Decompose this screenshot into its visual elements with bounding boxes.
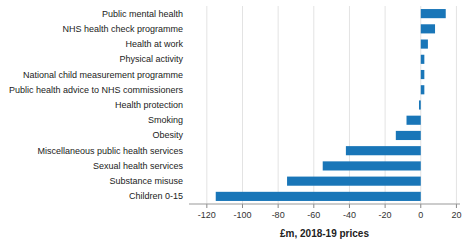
category-label: Smoking: [148, 115, 183, 125]
grid-line: [206, 6, 207, 204]
tick-label: -60: [307, 210, 320, 220]
tick-label: 20: [451, 210, 461, 220]
chart-container: Children 0-15 Substance misuse Sexual heal…: [0, 0, 474, 242]
bar: [421, 24, 435, 33]
bar: [421, 85, 425, 94]
bar: [216, 192, 421, 201]
bar: [287, 177, 421, 186]
category-labels: Children 0-15 Substance misuse Sexual heal…: [9, 9, 184, 202]
tick-label: 0: [418, 210, 423, 220]
grid-line: [278, 6, 279, 204]
grid-line: [313, 6, 314, 204]
category-label: Physical activity: [119, 54, 183, 64]
grid-line: [456, 6, 457, 204]
bar: [407, 116, 421, 125]
bar: [323, 161, 421, 170]
grid: [207, 6, 457, 204]
tick-mark: [385, 204, 386, 208]
category-label: Health protection: [115, 100, 183, 110]
tick-label: -80: [272, 210, 285, 220]
tick-mark: [420, 204, 421, 208]
bar: [421, 9, 446, 18]
category-label: Public mental health: [102, 9, 183, 19]
tick-mark: [456, 204, 457, 208]
tick-mark: [349, 204, 350, 208]
category-label: NHS health check programme: [62, 24, 183, 34]
chart-svg: Children 0-15 Substance misuse Sexual heal…: [0, 0, 474, 242]
bar: [421, 40, 428, 49]
category-label: National child measurement programme: [23, 70, 183, 80]
category-label: Miscellaneous public health services: [37, 146, 183, 156]
tick-mark: [206, 204, 207, 208]
x-ticks: -120 -100 -80 -60 -40 -20 0 20: [198, 204, 462, 220]
category-label: Obesity: [152, 130, 183, 140]
tick-label: -120: [198, 210, 216, 220]
tick-label: -40: [343, 210, 356, 220]
category-label: Health at work: [125, 39, 183, 49]
tick-label: -20: [379, 210, 392, 220]
tick-mark: [242, 204, 243, 208]
category-label: Substance misuse: [109, 176, 183, 186]
bars: [216, 9, 446, 201]
category-label: Sexual health services: [93, 161, 184, 171]
bar: [421, 70, 425, 79]
category-label: Children 0-15: [129, 191, 183, 201]
bar: [396, 131, 421, 140]
category-label: Public health advice to NHS commissioner…: [9, 85, 184, 95]
grid-line: [349, 6, 350, 204]
x-axis-label: £m, 2018-19 prices: [280, 228, 369, 239]
tick-label: -100: [233, 210, 251, 220]
bar: [346, 146, 421, 155]
tick-mark: [313, 204, 314, 208]
tick-mark: [278, 204, 279, 208]
x-axis-line: [189, 204, 460, 205]
grid-line: [385, 6, 386, 204]
bar: [419, 100, 421, 109]
grid-line: [242, 6, 243, 204]
bar: [421, 55, 425, 64]
